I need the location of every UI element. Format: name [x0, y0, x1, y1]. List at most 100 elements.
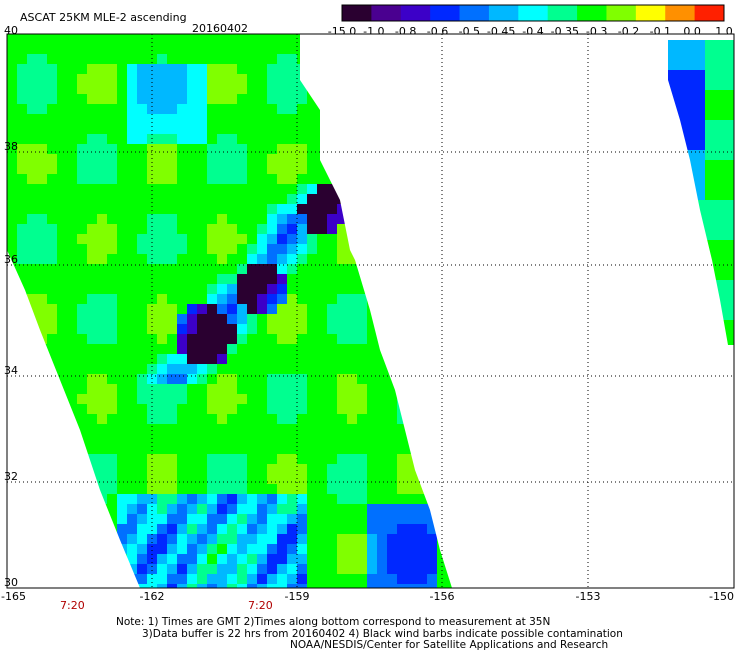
data-cell: [347, 454, 357, 464]
data-cell: [127, 474, 137, 484]
data-cell: [187, 254, 197, 264]
data-cell: [267, 204, 277, 214]
data-cell: [157, 74, 167, 84]
data-cell: [157, 194, 167, 204]
data-cell: [177, 394, 187, 404]
data-cell: [307, 314, 317, 324]
data-cell: [167, 464, 177, 474]
data-cell: [357, 534, 367, 544]
data-cell: [77, 374, 87, 384]
data-cell: [37, 174, 47, 184]
data-cell: [67, 144, 77, 154]
data-cell: [77, 274, 87, 284]
data-cell: [107, 294, 117, 304]
data-cell: [227, 484, 237, 494]
data-cell: [117, 34, 127, 44]
data-cell: [367, 574, 377, 584]
data-cell: [207, 364, 217, 374]
data-cell: [668, 80, 675, 90]
data-cell: [407, 464, 417, 474]
data-cell: [227, 204, 237, 214]
data-cell: [157, 104, 167, 114]
data-cell: [257, 574, 267, 584]
data-cell: [287, 134, 297, 144]
data-cell: [307, 94, 317, 104]
data-cell: [177, 504, 187, 514]
data-cell: [67, 184, 77, 194]
data-cell: [387, 464, 397, 474]
data-cell: [167, 514, 177, 524]
data-cell: [77, 104, 87, 114]
data-cell: [57, 214, 67, 224]
data-cell: [167, 174, 177, 184]
data-cell: [207, 124, 217, 134]
data-cell: [277, 544, 287, 554]
data-cell: [227, 174, 237, 184]
data-cell: [347, 474, 357, 484]
data-cell: [37, 264, 47, 274]
data-cell: [167, 144, 177, 154]
data-cell: [257, 464, 267, 474]
data-cell: [127, 204, 137, 214]
data-cell: [287, 294, 297, 304]
data-cell: [347, 354, 357, 364]
data-cell: [317, 384, 327, 394]
data-cell: [227, 264, 237, 274]
data-cell: [37, 304, 47, 314]
data-cell: [77, 174, 87, 184]
data-cell: [177, 324, 187, 334]
data-cell: [177, 434, 187, 444]
data-cell: [57, 134, 67, 144]
data-cell: [307, 554, 317, 564]
data-cell: [267, 434, 277, 444]
data-cell: [157, 274, 167, 284]
data-cell: [267, 244, 277, 254]
data-cell: [167, 204, 177, 214]
data-cell: [317, 534, 327, 544]
data-cell: [237, 584, 247, 588]
data-cell: [177, 424, 187, 434]
data-cell: [157, 584, 167, 588]
data-cell: [197, 134, 207, 144]
data-cell: [237, 174, 247, 184]
data-cell: [297, 404, 307, 414]
data-cell: [87, 264, 97, 274]
data-cell: [207, 434, 217, 444]
data-cell: [267, 454, 277, 464]
data-cell: [267, 84, 277, 94]
data-cell: [197, 84, 207, 94]
data-cell: [57, 144, 67, 154]
data-cell: [117, 194, 127, 204]
data-cell: [297, 304, 307, 314]
data-cell: [97, 244, 107, 254]
data-cell: [217, 334, 227, 344]
data-cell: [377, 554, 387, 564]
data-cell: [327, 354, 337, 364]
data-cell: [197, 244, 207, 254]
data-cell: [137, 444, 147, 454]
data-cell: [257, 324, 267, 334]
data-cell: [217, 444, 227, 454]
data-cell: [217, 364, 227, 374]
data-cell: [217, 384, 227, 394]
data-cell: [197, 64, 207, 74]
data-cell: [257, 94, 267, 104]
data-cell: [77, 414, 87, 424]
data-cell: [157, 344, 167, 354]
data-cell: [277, 434, 287, 444]
data-cell: [297, 84, 307, 94]
data-cell: [387, 584, 397, 588]
data-cell: [407, 564, 417, 574]
longitude-label: -162: [140, 590, 165, 603]
data-cell: [317, 214, 327, 224]
latitude-label: 30: [4, 576, 18, 589]
data-cell: [47, 224, 57, 234]
data-cell: [217, 164, 227, 174]
data-cell: [187, 584, 197, 588]
data-cell: [157, 224, 167, 234]
data-cell: [695, 80, 705, 90]
data-cell: [327, 294, 337, 304]
data-cell: [357, 384, 367, 394]
data-cell: [47, 344, 57, 354]
data-cell: [357, 464, 367, 474]
